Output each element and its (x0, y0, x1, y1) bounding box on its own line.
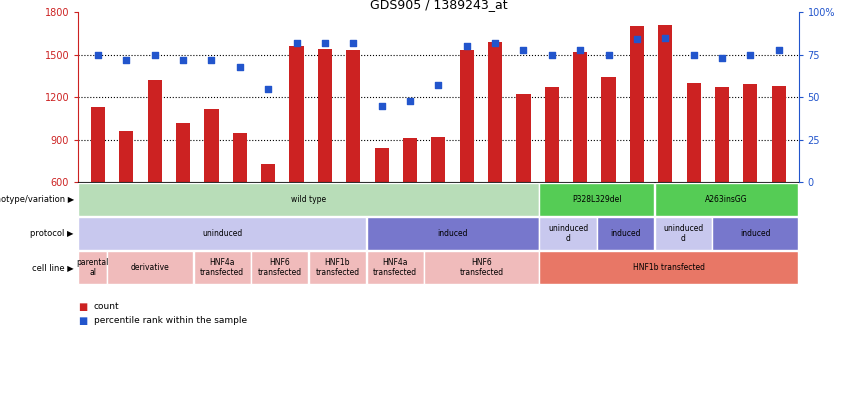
FancyBboxPatch shape (108, 252, 193, 284)
Point (602, 51, 615, 58)
Text: induced: induced (437, 229, 468, 238)
Point (630, 36, 644, 43)
Point (772, 46, 786, 53)
Text: HNF1b transfected: HNF1b transfected (633, 263, 705, 272)
Point (233, 63, 247, 70)
Point (431, 82, 445, 89)
Bar (715, 87, 729, 182)
Text: induced: induced (740, 229, 771, 238)
Point (148, 51, 161, 58)
Bar (573, 52, 588, 182)
FancyBboxPatch shape (654, 183, 799, 216)
Bar (545, 87, 559, 182)
Point (545, 51, 559, 58)
Point (120, 57, 134, 63)
Bar (488, 42, 503, 182)
Bar (743, 85, 758, 182)
Point (375, 102, 389, 109)
FancyBboxPatch shape (78, 217, 366, 250)
FancyBboxPatch shape (424, 252, 539, 284)
Text: parental
al: parental al (76, 258, 108, 277)
Point (460, 43, 474, 49)
Point (743, 51, 757, 58)
Bar (346, 51, 360, 182)
Bar (431, 137, 445, 182)
Text: HNF6
transfected: HNF6 transfected (459, 258, 503, 277)
Bar (289, 46, 304, 182)
Text: percentile rank within the sample: percentile rank within the sample (94, 316, 247, 325)
Text: HNF4a
transfected: HNF4a transfected (373, 258, 418, 277)
FancyBboxPatch shape (366, 217, 539, 250)
FancyBboxPatch shape (597, 217, 654, 250)
Bar (119, 131, 134, 182)
FancyBboxPatch shape (654, 217, 712, 250)
FancyBboxPatch shape (366, 252, 424, 284)
Point (290, 40, 304, 46)
Text: A263insGG: A263insGG (705, 195, 748, 204)
Text: P328L329del: P328L329del (572, 195, 621, 204)
FancyBboxPatch shape (540, 183, 654, 216)
Point (715, 55, 729, 61)
Bar (204, 109, 219, 182)
Point (573, 46, 587, 53)
Text: protocol ▶: protocol ▶ (30, 229, 74, 238)
FancyBboxPatch shape (540, 217, 596, 250)
Point (261, 85, 275, 92)
Bar (261, 164, 275, 182)
Text: ■: ■ (78, 302, 88, 311)
Bar (374, 148, 389, 182)
Text: uninduced
d: uninduced d (548, 224, 589, 243)
Bar (91, 107, 105, 182)
Bar (630, 26, 644, 182)
FancyBboxPatch shape (713, 217, 799, 250)
Bar (687, 83, 700, 182)
Bar (602, 77, 615, 182)
Point (403, 97, 417, 104)
Text: ■: ■ (78, 316, 88, 326)
Bar (658, 25, 673, 182)
Bar (318, 49, 332, 182)
FancyBboxPatch shape (78, 252, 107, 284)
FancyBboxPatch shape (78, 183, 539, 216)
Text: cell line ▶: cell line ▶ (32, 263, 74, 272)
Bar (148, 80, 161, 182)
Point (318, 40, 332, 46)
Bar (233, 133, 247, 182)
Point (346, 40, 360, 46)
Bar (403, 139, 417, 182)
Bar (176, 123, 190, 182)
Text: uninduced: uninduced (202, 229, 242, 238)
Text: genotype/variation ▶: genotype/variation ▶ (0, 195, 74, 204)
FancyBboxPatch shape (540, 252, 799, 284)
Text: HNF6
transfected: HNF6 transfected (258, 258, 302, 277)
FancyBboxPatch shape (252, 252, 308, 284)
Bar (460, 51, 474, 182)
Point (205, 57, 219, 63)
Bar (772, 86, 786, 182)
Text: wild type: wild type (291, 195, 326, 204)
Bar (516, 94, 530, 182)
Point (516, 46, 530, 53)
Point (176, 57, 190, 63)
FancyBboxPatch shape (194, 252, 251, 284)
Text: HNF4a
transfected: HNF4a transfected (201, 258, 244, 277)
Point (687, 51, 700, 58)
Title: GDS905 / 1389243_at: GDS905 / 1389243_at (370, 0, 507, 11)
Point (488, 40, 502, 46)
Text: induced: induced (610, 229, 641, 238)
Text: count: count (94, 302, 120, 311)
Point (658, 34, 672, 41)
Text: derivative: derivative (131, 263, 169, 272)
Point (91, 51, 105, 58)
FancyBboxPatch shape (309, 252, 366, 284)
Text: uninduced
d: uninduced d (663, 224, 703, 243)
Text: HNF1b
transfected: HNF1b transfected (315, 258, 359, 277)
